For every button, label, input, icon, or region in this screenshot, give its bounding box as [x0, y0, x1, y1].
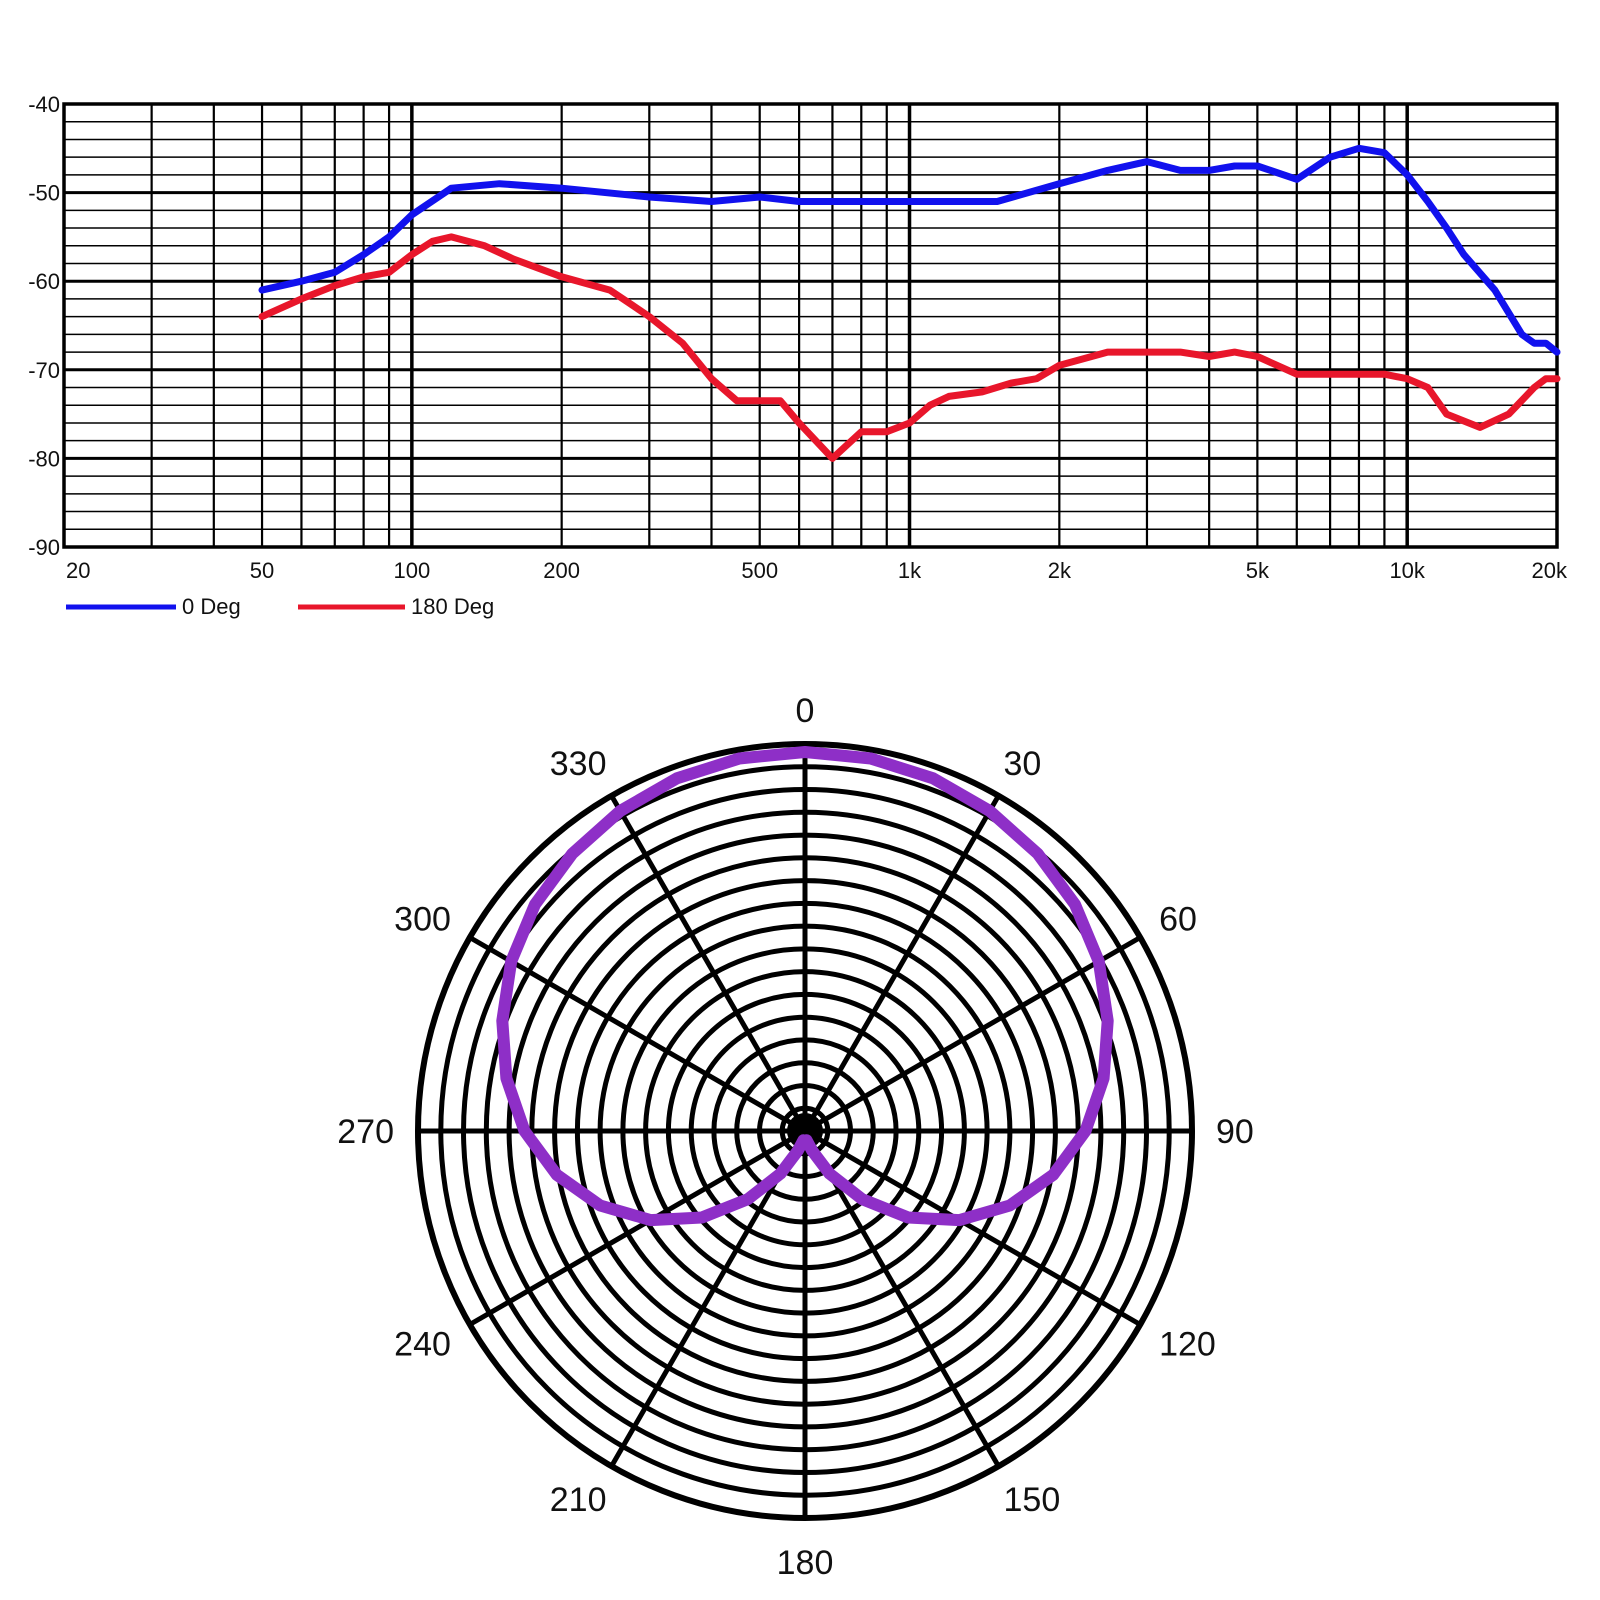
polar-angle-label: 30 [1004, 745, 1042, 783]
y-tick-label: -50 [28, 181, 60, 206]
y-tick-label: -40 [28, 92, 60, 117]
legend-label-0-deg: 0 Deg [182, 594, 241, 619]
polar-angle-label: 180 [777, 1544, 834, 1582]
y-tick-label: -90 [28, 535, 60, 560]
polar-angle-label: 210 [550, 1481, 607, 1519]
legend: 0 Deg 180 Deg [66, 594, 494, 619]
polar-angle-label: 240 [394, 1326, 451, 1364]
frequency-response-grid [62, 102, 1559, 549]
polar-angle-label: 60 [1159, 901, 1197, 939]
polar-angle-label: 150 [1004, 1481, 1061, 1519]
x-tick-label: 10k [1389, 558, 1425, 583]
polar-spoke [468, 1128, 807, 1327]
polar-pattern-line [496, 746, 1114, 1227]
polar-spoke [609, 794, 808, 1133]
polar-center [787, 1113, 823, 1149]
x-axis-tick-labels: 20 50 100 200 500 1k 2k 5k 10k 20k [66, 558, 1568, 583]
polar-spoke [468, 935, 807, 1134]
y-tick-label: -70 [28, 358, 60, 383]
series-line-0-deg [258, 144, 1561, 356]
y-tick-label: -60 [28, 269, 60, 294]
y-axis-tick-labels: -40 -50 -60 -70 -80 -90 [28, 92, 60, 560]
polar-series [496, 746, 1114, 1227]
x-tick-label: 50 [250, 558, 274, 583]
frequency-response-chart: -40 -50 -60 -70 -80 -90 20 50 100 200 500 1k 2k 5k 10… [28, 92, 1568, 619]
x-tick-label: 20 [66, 558, 90, 583]
x-tick-label: 500 [741, 558, 778, 583]
polar-angle-label: 0 [796, 692, 815, 730]
polar-grid [415, 741, 1195, 1521]
x-tick-label: 20k [1532, 558, 1568, 583]
polar-pattern-chart: 0 30 60 90 120 150 180 210 240 270 300 330 [337, 692, 1254, 1582]
y-tick-label: -80 [28, 446, 60, 471]
polar-angle-label: 300 [394, 901, 451, 939]
polar-angle-label: 270 [337, 1113, 394, 1151]
plot-frame [62, 102, 1559, 549]
frequency-response-series [258, 144, 1561, 462]
polar-angle-label: 120 [1159, 1326, 1216, 1364]
polar-spoke [802, 794, 1001, 1133]
legend-label-180-deg: 180 Deg [411, 594, 494, 619]
polar-spoke [803, 935, 1142, 1134]
x-tick-label: 200 [543, 558, 580, 583]
polar-angle-label: 330 [550, 745, 607, 783]
polar-spoke [803, 1128, 1142, 1327]
polar-angle-labels: 0 30 60 90 120 150 180 210 240 270 300 330 [337, 692, 1254, 1582]
x-tick-label: 1k [898, 558, 922, 583]
x-tick-label: 100 [393, 558, 430, 583]
polar-angle-label: 90 [1216, 1113, 1254, 1151]
x-tick-label: 2k [1048, 558, 1072, 583]
x-tick-label: 5k [1246, 558, 1270, 583]
series-line-180-deg [258, 233, 1561, 462]
